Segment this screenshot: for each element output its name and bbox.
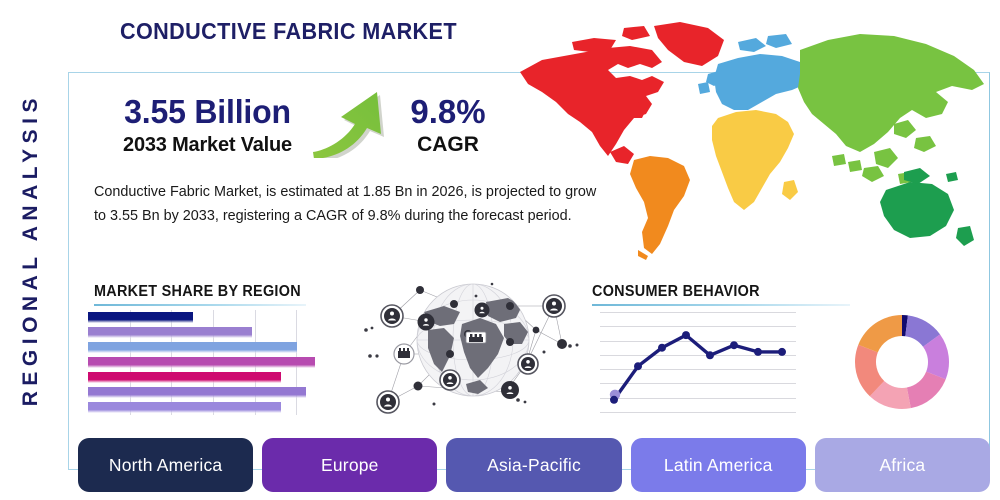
bar-chart-market-share xyxy=(88,310,338,415)
network-node-icon xyxy=(446,350,454,358)
map-region-europe xyxy=(698,34,812,110)
world-map-icon xyxy=(512,6,992,261)
donut-segment xyxy=(855,344,885,397)
section-header-rule xyxy=(592,304,850,306)
line-chart-gridline xyxy=(600,326,796,328)
region-button-asia-pacific[interactable]: Asia-Pacific xyxy=(446,438,622,492)
network-node-icon xyxy=(542,294,566,318)
line-chart-point xyxy=(730,341,738,350)
network-node-icon xyxy=(506,302,514,310)
donut-chart xyxy=(852,312,952,412)
global-network-icon xyxy=(358,268,588,420)
region-button-africa[interactable]: Africa xyxy=(814,438,991,492)
map-region-oceania xyxy=(880,168,974,246)
line-chart-gridline xyxy=(600,412,796,413)
network-node-icon xyxy=(450,300,458,308)
section-header-consumer-behavior: CONSUMER BEHAVIOR xyxy=(592,283,850,306)
bar-chart-bar xyxy=(88,386,307,398)
line-chart-point xyxy=(658,343,666,352)
region-button-latin-america[interactable]: Latin America xyxy=(630,438,806,492)
line-chart-point xyxy=(634,362,642,371)
kpi-cagr-number: 9.8% xyxy=(410,93,486,130)
network-node-icon xyxy=(532,326,540,334)
map-region-north-america xyxy=(520,22,724,164)
region-button-label: North America xyxy=(108,454,223,475)
line-chart-consumer-behavior xyxy=(600,312,796,413)
network-node-icon xyxy=(517,353,539,375)
line-chart-point xyxy=(706,351,714,360)
line-chart-gridline xyxy=(600,369,796,371)
donut-segment xyxy=(858,315,902,353)
network-node-icon xyxy=(376,390,400,414)
donut-segment xyxy=(923,334,949,380)
bar-chart-bar-fill xyxy=(88,386,307,398)
line-chart-point xyxy=(754,347,762,356)
line-chart-point xyxy=(682,331,690,340)
bar-chart-bar xyxy=(88,326,252,338)
map-region-asia xyxy=(798,34,984,184)
factory-node-icon xyxy=(465,331,487,344)
description-text: Conductive Fabric Market, is estimated a… xyxy=(94,184,597,224)
region-button-label: Europe xyxy=(320,454,379,475)
map-region-south-america xyxy=(630,156,690,260)
region-button-label: Asia-Pacific xyxy=(487,454,581,475)
kpi-market-value-number: 3.55 Billion xyxy=(124,93,291,130)
bar-chart-bar-fill xyxy=(88,341,298,353)
bar-chart-bar xyxy=(88,401,282,413)
line-chart-gridline xyxy=(600,354,796,356)
region-buttons-row: North America Europe Asia-Pacific Latin Ame… xyxy=(78,438,991,492)
network-node-icon xyxy=(439,369,461,391)
network-node-icon xyxy=(416,286,424,294)
page-title: CONDUCTIVE FABRIC MARKET xyxy=(120,18,457,44)
line-chart-path xyxy=(612,333,784,402)
section-header-consumer-behavior-label: CONSUMER BEHAVIOR xyxy=(592,283,760,300)
line-chart-gridline xyxy=(600,383,796,385)
network-node-icon xyxy=(557,339,567,349)
region-button-europe[interactable]: Europe xyxy=(262,438,438,492)
bar-chart-bar-fill xyxy=(88,326,252,338)
kpi-cagr: 9.8% CAGR xyxy=(388,92,508,158)
kpi-row: 3.55 Billion 2033 Market Value 9.8% CAGR xyxy=(100,92,500,167)
network-node-icon xyxy=(501,381,519,399)
line-chart-point xyxy=(610,395,618,404)
bar-chart-bar-fill xyxy=(88,311,193,323)
line-chart-gridline xyxy=(600,312,796,313)
network-node-icon xyxy=(474,302,490,318)
factory-node-icon xyxy=(393,343,415,365)
bar-chart-bar-fill xyxy=(88,371,282,383)
kpi-market-value-caption: 2033 Market Value xyxy=(123,134,292,156)
bar-chart-bar xyxy=(88,371,282,383)
donut-segment xyxy=(869,380,911,409)
donut-segment xyxy=(906,371,946,409)
section-header-market-share: MARKET SHARE BY REGION xyxy=(94,283,306,306)
bar-chart-bar-fill xyxy=(88,401,282,413)
bar-chart-bar xyxy=(88,311,193,323)
section-header-market-share-label: MARKET SHARE BY REGION xyxy=(94,283,301,300)
side-label-text: REGIONAL ANALYSIS xyxy=(19,93,42,407)
bar-chart-bar-fill xyxy=(88,356,316,368)
line-chart-series xyxy=(609,331,786,404)
growth-arrow-icon xyxy=(308,86,394,163)
network-node-icon xyxy=(417,313,435,331)
network-node-icon xyxy=(506,338,514,346)
line-chart-point xyxy=(778,347,786,356)
line-chart-gridline xyxy=(600,340,796,342)
region-button-north-america[interactable]: North America xyxy=(78,438,254,492)
region-button-label: Latin America xyxy=(663,454,773,475)
section-header-rule xyxy=(94,304,306,306)
kpi-market-value: 3.55 Billion 2033 Market Value xyxy=(100,92,315,158)
network-node-icon xyxy=(413,381,423,391)
donut-segment xyxy=(902,315,908,337)
line-chart-gridline xyxy=(600,397,796,399)
bar-chart-bar xyxy=(88,341,298,353)
side-label-regional-analysis: REGIONAL ANALYSIS xyxy=(8,60,54,440)
bar-chart-bar xyxy=(88,356,316,368)
map-region-africa xyxy=(712,110,798,210)
kpi-cagr-caption: CAGR xyxy=(417,133,479,156)
region-button-label: Africa xyxy=(879,454,926,475)
donut-segment xyxy=(905,315,941,347)
network-node-icon xyxy=(380,304,404,328)
